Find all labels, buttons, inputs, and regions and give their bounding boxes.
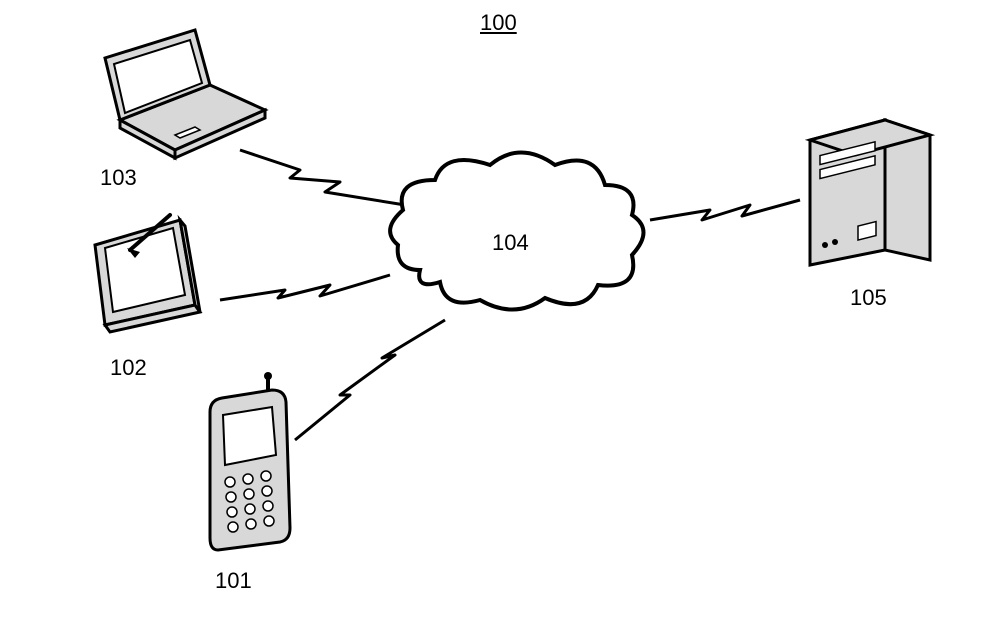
phone-icon [210,372,290,550]
diagram-canvas: 100 101 102 103 104 105 [0,0,1000,620]
edge-laptop-cloud [240,150,405,205]
label-102: 102 [110,355,147,381]
server-icon [810,120,930,265]
label-103: 103 [100,165,137,191]
edge-cloud-server [650,200,800,220]
edge-phone-cloud [295,320,445,440]
label-101: 101 [215,568,252,594]
tablet-icon [95,215,200,332]
label-105: 105 [850,285,887,311]
laptop-icon [105,30,265,158]
label-104: 104 [492,230,529,256]
edge-tablet-cloud [220,275,390,300]
diagram-title: 100 [480,10,517,36]
